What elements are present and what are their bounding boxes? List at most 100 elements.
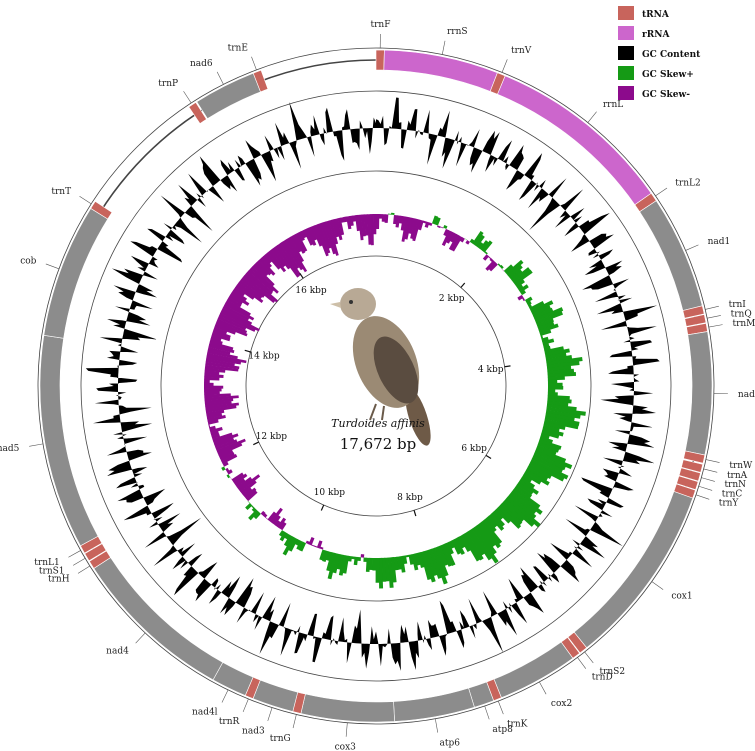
gc-skew-bin [428,222,433,226]
gc-skew-bin [206,412,223,419]
kbp-tick-label: 4 kbp [478,365,504,375]
gene-label-trnS2: trnS2 [599,667,625,677]
gc-skew-bin [547,397,572,404]
gene-label-trnY: trnY [719,499,740,509]
gc-skew-bin [523,472,542,485]
gene-leader [441,40,446,55]
gc-skew-bin [545,355,573,363]
gc-skew-bin [209,338,223,345]
gene-label-rrnL: rrnL [603,100,623,110]
gc-skew-bin [529,301,545,311]
gc-skew-bin [449,232,458,243]
gene-label-nad4: nad4 [106,646,129,656]
gene-block-trnP [188,101,207,125]
gc-skew-bin [540,433,550,440]
gc-skew-bin [231,472,244,483]
gc-skew-bin [469,528,493,561]
gc-skew-bin [263,254,272,264]
gc-skew-bin [417,552,425,568]
gc-skew-bin [483,517,497,533]
gene-label-trnP: trnP [158,79,178,89]
gc-skew-bin [520,289,527,296]
gc-skew-bin [231,289,248,302]
gc-skew-bin [337,217,345,236]
gc-skew-bin [360,554,365,558]
backbone-circle [245,255,507,517]
gene-label-trnC: trnC [722,489,743,499]
gc-skew-bin [274,520,281,527]
gc-skew-bin [314,545,318,548]
gc-skew-bin [536,444,557,456]
gc-skew-bin [532,453,566,471]
gc-skew-bin [420,551,432,581]
gene-label-trnA: trnA [727,471,748,481]
gc-skew-bin [207,414,226,422]
gc-skew-bin [210,335,222,342]
gc-skew-bin [546,403,577,411]
gc-skew-bin [535,447,567,463]
gc-skew-bin [240,480,257,495]
gc-skew-bin [464,531,484,561]
gc-skew-bin [417,219,424,231]
gc-skew-bin [464,238,468,241]
gc-skew-bin [284,238,308,273]
gc-skew-bin [305,540,310,545]
gc-skew-bin [446,231,455,244]
gc-skew-bin [336,554,344,570]
kbp-tick-label: 14 kbp [248,352,280,362]
gene-label-nad1: nad1 [708,237,731,247]
gene-leader [655,187,668,197]
gene-label-trnW: trnW [729,461,753,471]
gc-skew-bin [544,346,564,354]
gene-label-atp6: atp6 [440,738,461,748]
gene-label-trnD: trnD [592,673,613,683]
gc-skew-bin [316,540,323,549]
kbp-tick [504,365,511,368]
gc-skew-bin [547,386,564,390]
gc-skew-bin [226,469,233,475]
gene-label-nad4l: nad4l [192,707,218,717]
gc-skew-bin [529,461,565,482]
gc-skew-bin [248,268,274,293]
gc-skew-bin [245,503,253,511]
gc-skew-bin [536,318,554,328]
gc-skew-bin [440,544,453,567]
gc-skew-bin [292,233,306,254]
gc-skew-bin [461,533,481,562]
gc-skew-bin [547,365,572,372]
gc-skew-bin [533,307,554,320]
gene-label-rrnS: rrnS [447,27,468,37]
gc-skew-bin [517,294,524,301]
gc-skew-bin [225,467,230,472]
bird-tail [405,388,431,446]
gc-skew-bin [295,539,301,546]
gc-skew-bin [505,496,541,528]
gc-skew-bin [516,284,524,291]
gc-skew-bin [234,478,246,488]
gene-leader [497,701,504,715]
gc-skew-bin [204,391,220,396]
gc-skew-bin [221,466,226,471]
gc-skew-bin [287,236,305,263]
bird-illustration [330,288,431,446]
gene-label-trnL2: trnL2 [675,178,700,188]
gc-skew-bin [526,300,532,306]
gene-leader [587,111,597,123]
gene-label-cob: cob [20,256,36,266]
gene-block-atp6 [393,687,475,722]
gc-skew-bin [537,321,555,331]
legend-label: GC Content [642,50,701,60]
gc-skew-bin [244,487,257,499]
gc-skew-bin [213,433,239,445]
gc-skew-bin [497,263,501,267]
gc-skew-bin [215,439,238,451]
gene-block-nad6 [196,72,261,120]
gc-skew-bin [503,498,535,527]
gc-skew-bin [325,551,332,561]
gc-skew-bin [221,307,253,325]
kbp-scale: 2 kbp 4 kbp 6 kbp 8 kbp 10 kbp 12 kbp 14 kbp 16… [244,272,511,517]
gc-skew-bin [204,395,239,401]
gene-label-trnI: trnI [729,300,747,310]
gene-block-trnI [682,305,705,319]
gc-skew-bin [210,430,220,437]
